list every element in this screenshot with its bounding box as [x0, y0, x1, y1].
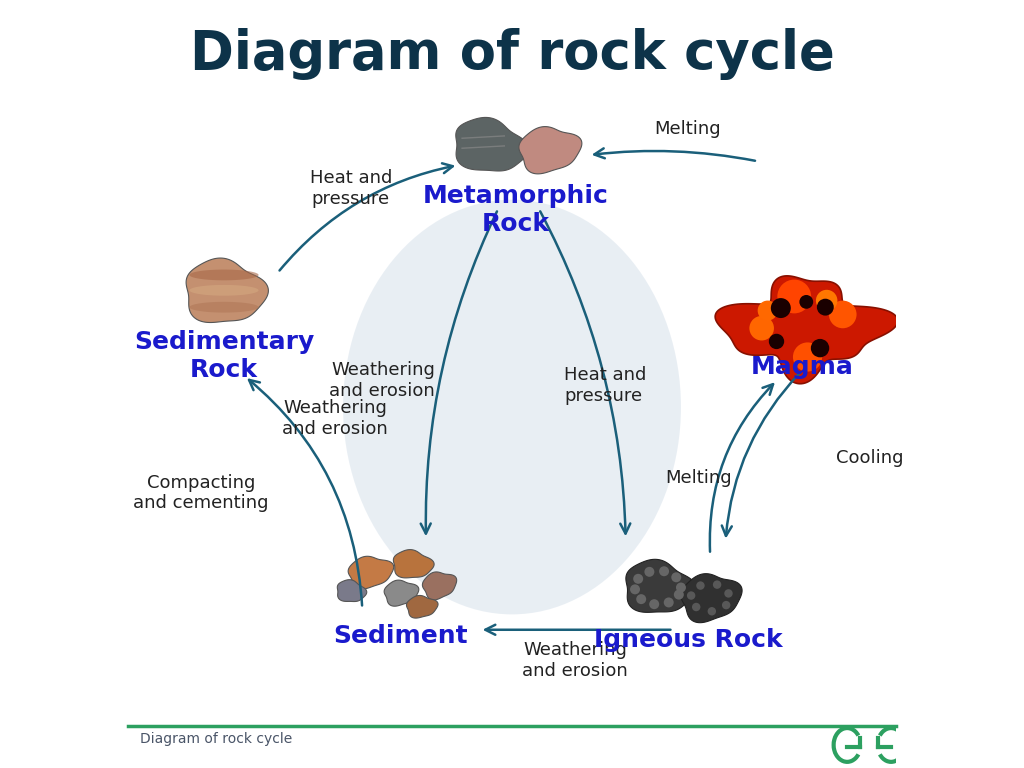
- Text: Compacting
and cementing: Compacting and cementing: [133, 474, 268, 512]
- Polygon shape: [681, 574, 742, 623]
- Circle shape: [722, 601, 730, 609]
- Circle shape: [672, 572, 681, 582]
- Circle shape: [758, 300, 777, 320]
- Text: Sediment: Sediment: [334, 624, 468, 647]
- Circle shape: [644, 567, 654, 577]
- Circle shape: [692, 603, 700, 611]
- Polygon shape: [348, 556, 393, 589]
- Circle shape: [633, 574, 643, 584]
- Polygon shape: [407, 595, 438, 618]
- Polygon shape: [626, 559, 696, 612]
- Text: Heat and
pressure: Heat and pressure: [309, 169, 392, 207]
- Circle shape: [724, 589, 733, 598]
- Circle shape: [687, 591, 695, 600]
- Circle shape: [676, 583, 686, 593]
- Circle shape: [777, 280, 811, 313]
- Polygon shape: [456, 118, 529, 171]
- Circle shape: [771, 298, 791, 318]
- Polygon shape: [393, 550, 434, 578]
- Polygon shape: [189, 285, 258, 296]
- Circle shape: [828, 300, 856, 328]
- Circle shape: [769, 334, 784, 349]
- Text: Metamorphic
Rock: Metamorphic Rock: [423, 184, 609, 236]
- Text: Sedimentary
Rock: Sedimentary Rock: [134, 330, 314, 382]
- Circle shape: [630, 584, 640, 594]
- Polygon shape: [715, 276, 898, 384]
- Circle shape: [750, 316, 774, 340]
- Circle shape: [817, 299, 834, 316]
- Circle shape: [696, 581, 705, 590]
- Circle shape: [649, 599, 659, 609]
- Polygon shape: [189, 270, 258, 280]
- Polygon shape: [337, 580, 367, 601]
- Text: Weathering
and erosion: Weathering and erosion: [283, 399, 388, 438]
- Text: Diagram of rock cycle: Diagram of rock cycle: [139, 732, 292, 746]
- Polygon shape: [186, 258, 268, 323]
- Circle shape: [664, 598, 674, 607]
- Circle shape: [713, 581, 721, 589]
- Circle shape: [659, 566, 669, 576]
- Circle shape: [811, 339, 829, 357]
- Text: Magma: Magma: [751, 355, 854, 379]
- Ellipse shape: [343, 200, 681, 614]
- Polygon shape: [422, 572, 457, 600]
- Text: Heat and
pressure: Heat and pressure: [564, 366, 646, 405]
- Circle shape: [674, 590, 684, 600]
- Circle shape: [636, 594, 646, 604]
- Text: Igneous Rock: Igneous Rock: [594, 628, 783, 652]
- Circle shape: [793, 343, 822, 372]
- Circle shape: [816, 290, 838, 311]
- Text: Melting: Melting: [653, 120, 721, 138]
- Text: Cooling: Cooling: [836, 449, 903, 468]
- Polygon shape: [519, 127, 582, 174]
- Circle shape: [800, 295, 813, 309]
- Polygon shape: [189, 302, 258, 313]
- Polygon shape: [384, 580, 419, 606]
- Text: Diagram of rock cycle: Diagram of rock cycle: [189, 28, 835, 80]
- Text: Weathering
and erosion: Weathering and erosion: [522, 641, 628, 680]
- Circle shape: [708, 607, 716, 615]
- Text: Melting: Melting: [666, 468, 732, 487]
- Text: Weathering
and erosion: Weathering and erosion: [330, 361, 435, 399]
